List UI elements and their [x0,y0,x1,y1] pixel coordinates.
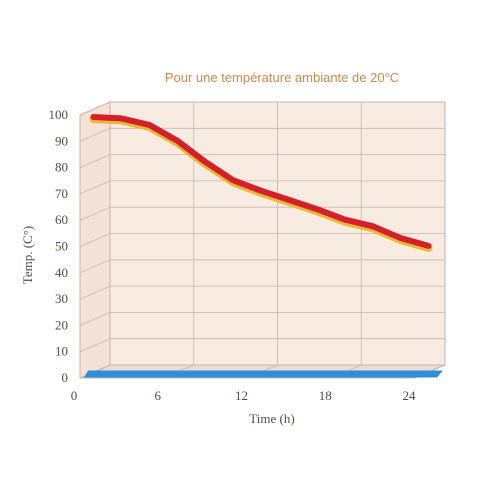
y-tick-label: 70 [55,186,68,201]
x-tick-label: 6 [155,388,162,403]
y-tick-label: 40 [55,265,68,280]
grid-line-depth [79,312,111,326]
series-line [90,114,432,249]
chart-title: Pour une température ambiante de 20°C [165,70,399,85]
x-tick-label: 12 [235,388,248,403]
grid-lines [79,101,446,379]
axis-ticks: 0 10 20 30 40 50 60 70 80 90 100 0 6 12 18 24 [49,107,417,403]
y-tick-label: 90 [55,133,68,148]
x-tick-label: 24 [403,388,417,403]
y-tick-label: 50 [55,239,68,254]
y-tick-label: 20 [55,317,68,332]
grid-line-depth [79,101,111,116]
series-layer [84,114,443,378]
y-axis-label: Temp. (C°) [20,226,35,284]
grid-line-depth [79,233,111,247]
grid-line-depth [79,338,111,353]
y-tick-label: 0 [62,370,69,385]
grid-line-depth [79,180,111,195]
x-tick-label: 0 [71,388,78,403]
grid-line-depth [79,127,111,142]
grid-line-depth [79,259,111,274]
y-tick-label: 60 [55,212,68,227]
x-tick-label: 18 [319,388,332,403]
x-axis-label: Time (h) [249,411,294,426]
y-tick-label: 10 [55,344,68,359]
grid-line-depth [79,154,111,168]
series-ribbon-floor [84,370,443,378]
y-tick-label: 80 [55,160,68,175]
y-tick-label: 30 [55,291,68,306]
grid-line-depth [79,206,111,221]
y-tick-label: 100 [49,107,69,122]
plot-background [79,101,446,379]
grid-line-depth [79,285,111,300]
